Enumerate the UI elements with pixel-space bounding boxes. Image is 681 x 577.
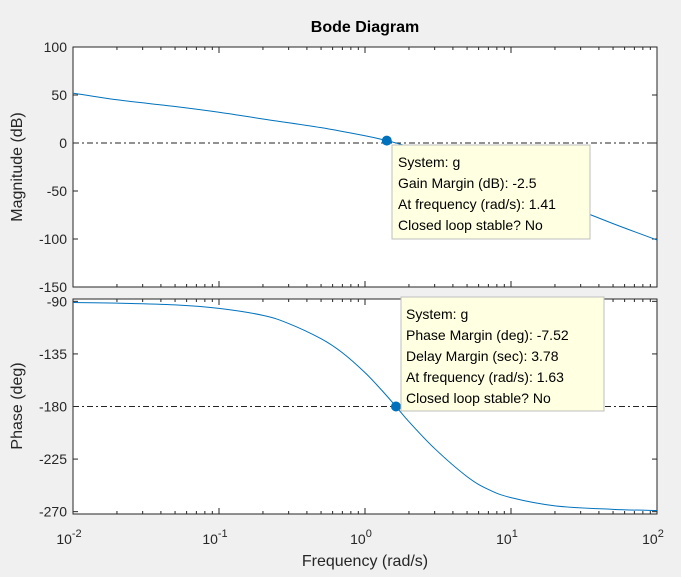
phase-margin-datatip-line: Phase Margin (deg): -7.52 (406, 327, 569, 343)
x-tick-label: 100 (350, 528, 372, 547)
x-axis-label: Frequency (rad/s) (302, 553, 428, 570)
magnitude-ytick-label: 100 (44, 39, 68, 55)
magnitude-ytick-label: -100 (39, 231, 67, 247)
phase-ytick-label: -180 (39, 399, 67, 415)
phase-ytick-label: -135 (39, 346, 67, 362)
x-tick-label: 102 (642, 528, 664, 547)
magnitude-ylabel: Magnitude (dB) (9, 112, 26, 221)
chart-title: Bode Diagram (311, 19, 419, 36)
gain-margin-datatip: System: g Gain Margin (dB): -2.5 At freque… (391, 144, 591, 240)
gain-margin-datatip-line: Closed loop stable? No (398, 217, 543, 233)
phase-margin-datatip-box (400, 296, 605, 412)
gain-margin-marker[interactable] (381, 135, 392, 146)
magnitude-ytick-label: -50 (47, 183, 67, 199)
phase-margin-datatip-line: At frequency (rad/s): 1.63 (406, 369, 564, 385)
magnitude-ytick-label: -150 (39, 279, 67, 295)
gain-margin-datatip-line: Gain Margin (dB): -2.5 (398, 175, 537, 191)
phase-ylabel: Phase (deg) (9, 362, 26, 449)
gain-margin-datatip-line: At frequency (rad/s): 1.41 (398, 196, 556, 212)
phase-margin-marker[interactable] (390, 401, 401, 412)
gain-margin-datatip-box (391, 144, 591, 240)
x-tick-label: 10-2 (56, 528, 81, 547)
phase-margin-datatip: System: g Phase Margin (deg): -7.52 Delay … (400, 296, 605, 412)
magnitude-ytick-label: 0 (59, 135, 67, 151)
x-tick-labels: 10-2 10-1 100 101 102 (56, 528, 664, 547)
phase-margin-datatip-line: Closed loop stable? No (406, 390, 551, 406)
phase-margin-datatip-line: System: g (406, 306, 468, 322)
phase-series-line (72, 302, 658, 511)
x-tick-label: 10-1 (202, 528, 227, 547)
phase-ytick-label: -90 (47, 293, 67, 309)
gain-margin-datatip-line: System: g (398, 154, 460, 170)
x-tick-label: 101 (496, 528, 518, 547)
phase-margin-datatip-line: Delay Margin (sec): 3.78 (406, 348, 559, 364)
phase-ytick-label: -270 (39, 504, 67, 520)
phase-ytick-label: -225 (39, 451, 67, 467)
magnitude-ytick-label: 50 (51, 87, 67, 103)
